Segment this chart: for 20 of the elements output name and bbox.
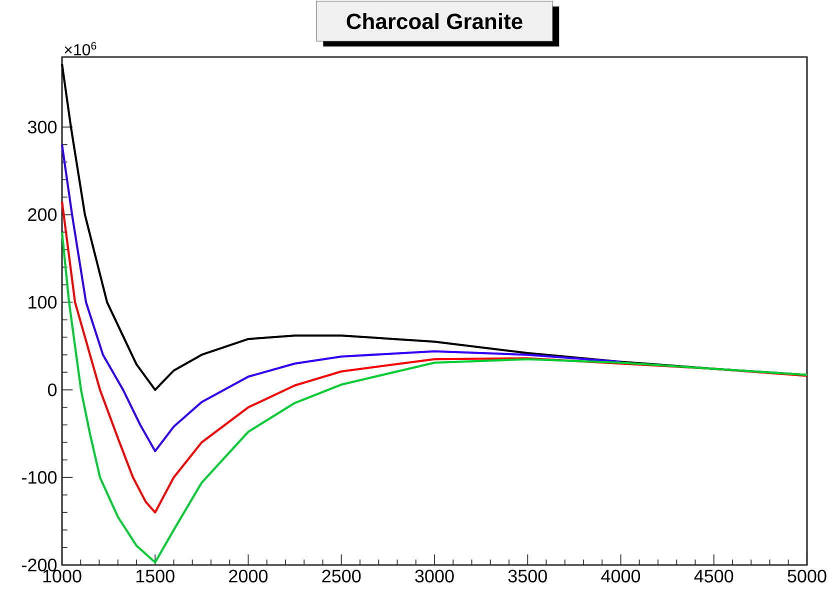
text: ×10$^{6}$ [64,42,96,56]
line-series [60,231,808,564]
y-tick-label: 200 [28,208,57,222]
y-tick-label: -200 [22,558,57,572]
x-tick-label: 1000 [43,570,82,582]
x-tick-label: 4000 [601,570,640,582]
x-tick-label: 1500 [136,570,174,582]
line-series [60,144,622,452]
y-tick-label: 100 [28,296,57,309]
x-tick-label: 3500 [508,570,547,582]
x-tick-label: 5000 [788,570,826,582]
y-tick-label: 0 [48,383,57,396]
x-tick-label: 4500 [694,570,734,582]
y-tick-label: -100 [22,471,57,484]
y-tick-label: 300 [28,120,57,134]
x-tick-label: 2500 [322,570,361,582]
line-series [60,200,808,514]
x-tick-label: 3000 [415,570,454,582]
x-tick-label: 2000 [229,570,268,582]
chart-title: Charcoal Granite [346,13,522,30]
